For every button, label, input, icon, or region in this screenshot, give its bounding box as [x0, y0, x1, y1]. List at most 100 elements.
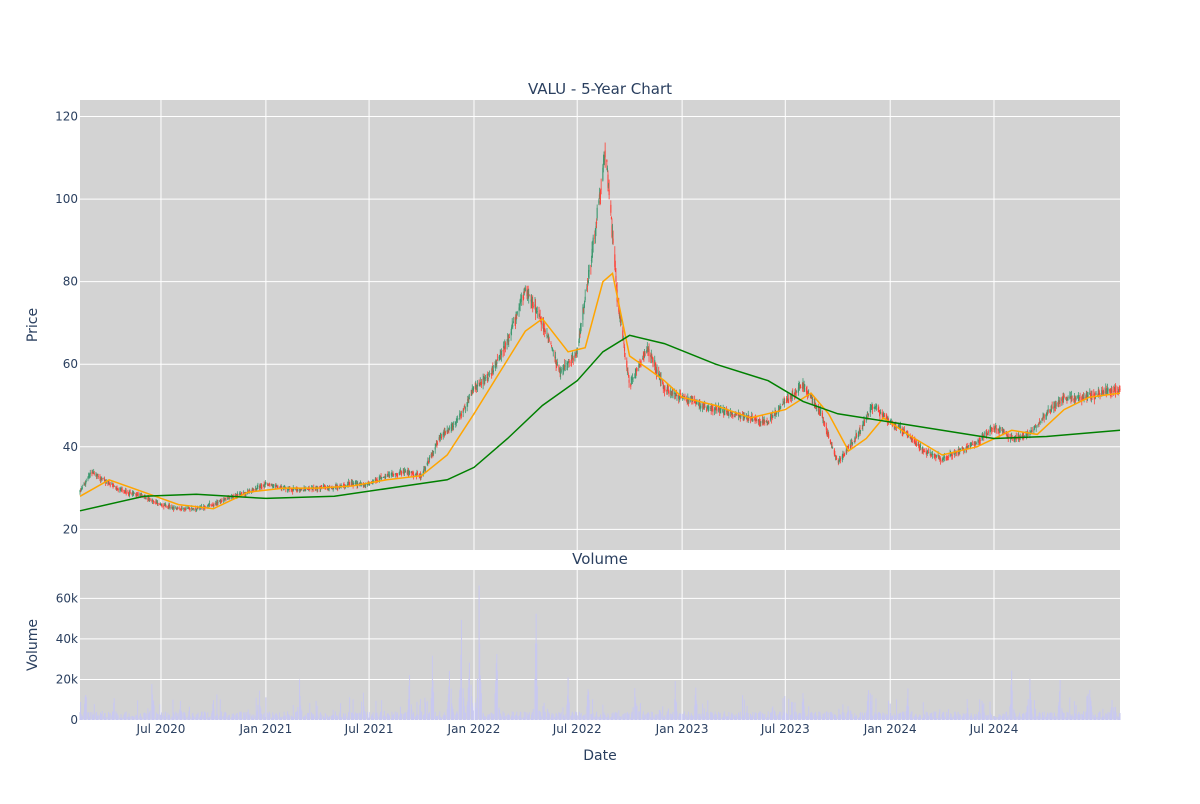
candle-body — [279, 486, 281, 489]
candle-body — [612, 238, 614, 244]
candle-body — [180, 508, 182, 510]
candle-body — [927, 450, 929, 454]
candle-body — [945, 457, 947, 459]
candle-body — [922, 449, 924, 451]
volume-bar — [564, 717, 566, 720]
volume-bar — [714, 714, 716, 720]
volume-bar — [443, 712, 445, 720]
price-y-tick-label: 120 — [55, 110, 78, 124]
volume-bar — [308, 713, 310, 720]
volume-bar — [798, 713, 800, 720]
volume-bar — [943, 716, 945, 720]
candle-body — [99, 477, 101, 479]
candle-body — [271, 484, 273, 486]
candle-body — [801, 386, 803, 388]
price-y-tick-label: 40 — [63, 440, 78, 454]
volume-bar — [821, 717, 823, 720]
candle-body — [260, 486, 262, 487]
volume-bar — [524, 712, 526, 720]
volume-bar — [594, 716, 596, 720]
volume-bar — [570, 715, 572, 720]
volume-bar — [538, 710, 540, 720]
candle-body — [131, 493, 133, 495]
volume-bar — [413, 712, 415, 720]
volume-bar — [843, 712, 845, 720]
volume-bar — [687, 716, 689, 720]
candle-body — [147, 496, 149, 499]
candle-body — [911, 438, 914, 441]
volume-bar — [476, 678, 478, 720]
candle-body — [895, 427, 898, 429]
candle-body — [973, 444, 975, 446]
candle-body — [337, 487, 339, 490]
volume-bar — [236, 716, 238, 720]
candle-body — [160, 504, 163, 506]
volume-bar — [660, 713, 662, 720]
volume-bar — [372, 712, 374, 720]
candle-body — [626, 367, 628, 369]
candle-body — [604, 150, 606, 158]
volume-bar — [620, 716, 622, 720]
volume-bar — [167, 715, 169, 720]
candle-body — [357, 482, 359, 486]
candle-body — [430, 454, 432, 458]
volume-bar — [1011, 670, 1013, 720]
candle-body — [446, 429, 448, 433]
volume-bar — [522, 717, 524, 720]
volume-bar — [344, 713, 346, 720]
candle-body — [1105, 388, 1107, 394]
candle-body — [376, 479, 378, 481]
volume-bar — [1090, 700, 1092, 720]
volume-bar — [108, 712, 110, 720]
volume-bar — [289, 715, 291, 720]
volume-bar — [1077, 713, 1079, 720]
candle-body — [874, 407, 876, 409]
volume-bar — [612, 715, 614, 720]
volume-bar — [192, 715, 194, 720]
volume-bar — [1043, 711, 1045, 720]
volume-bar — [1087, 704, 1088, 720]
volume-bar — [654, 714, 656, 720]
volume-bar — [885, 713, 887, 720]
candle-body — [635, 368, 637, 374]
volume-bar — [221, 716, 223, 720]
volume-bar — [233, 715, 235, 720]
volume-bar — [324, 712, 326, 720]
volume-bar — [694, 705, 696, 720]
volume-bar — [1045, 717, 1047, 720]
candle-body — [650, 354, 652, 358]
candle-body — [272, 485, 274, 487]
candle-body — [527, 293, 529, 295]
volume-bar — [394, 711, 396, 720]
candle-body — [548, 336, 550, 340]
volume-bar — [781, 715, 783, 720]
candle-body — [467, 397, 469, 402]
volume-bar — [169, 718, 171, 720]
candle-body — [389, 474, 391, 476]
volume-bar — [695, 700, 697, 720]
volume-bar — [410, 704, 412, 720]
candle-body — [159, 504, 161, 505]
candle-body — [592, 248, 594, 250]
candle-body — [795, 392, 797, 395]
volume-bar — [830, 714, 832, 720]
candle-body — [455, 421, 457, 424]
candle-body — [439, 435, 441, 439]
volume-bar — [438, 715, 440, 720]
candle-body — [397, 474, 399, 476]
candle-body — [141, 494, 143, 496]
volume-bar — [1074, 713, 1076, 720]
volume-bar — [315, 700, 317, 720]
volume-bar — [292, 716, 294, 720]
candle-body — [702, 406, 704, 408]
candle-body — [395, 473, 397, 476]
volume-bar — [324, 717, 326, 720]
volume-bar — [1110, 710, 1112, 720]
candle-body — [488, 374, 490, 376]
candle-body — [787, 399, 789, 401]
candle-body — [913, 440, 915, 442]
candle-body — [719, 408, 721, 412]
volume-bar — [963, 715, 965, 720]
candle-body — [730, 412, 732, 414]
volume-bar — [1027, 705, 1029, 720]
